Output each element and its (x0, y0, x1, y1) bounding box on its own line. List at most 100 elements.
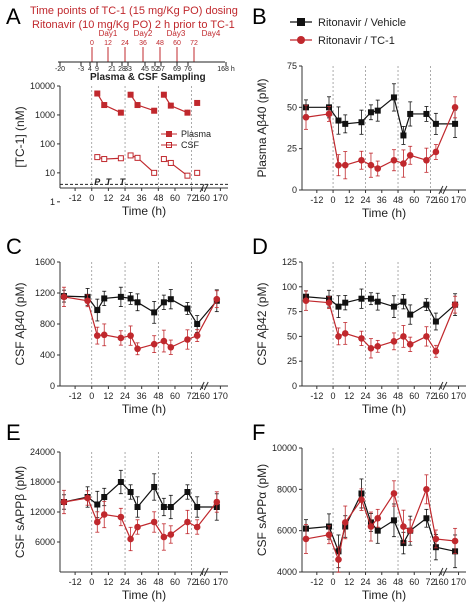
data-point (341, 330, 349, 337)
x-tick-label: 48 (153, 391, 163, 401)
series-line (130, 154, 155, 174)
y-tick-label: 6000 (277, 526, 297, 536)
x-tick-label: 48 (393, 195, 403, 205)
y-axis-label: CSF sAPPβ (pM) (13, 466, 27, 558)
y-tick-label: 0 (292, 381, 297, 391)
dose-time-label: 12 (104, 40, 112, 47)
series-line (96, 93, 122, 114)
dose-time-label: 72 (190, 40, 198, 47)
legend-label-tc1: Ritonavir / TC-1 (318, 35, 395, 47)
data-point (407, 110, 414, 117)
data-point (367, 345, 375, 352)
data-point (406, 527, 414, 534)
data-point (423, 110, 430, 117)
data-point (213, 295, 221, 303)
y-tick-label: 18000 (30, 477, 55, 487)
x-tick-label: 160 (434, 577, 449, 587)
x-tick-label: 170 (213, 391, 228, 401)
y-tick-label: 0 (50, 381, 55, 391)
data-point (335, 117, 342, 124)
legend-label-plasma: Plasma (181, 129, 211, 139)
data-point (101, 156, 108, 163)
data-point (127, 332, 134, 339)
data-point (335, 303, 342, 310)
data-point (302, 113, 310, 121)
data-point (194, 169, 201, 176)
data-point (184, 518, 191, 526)
x-axis-label: Time (h) (362, 402, 406, 416)
data-point (160, 91, 167, 98)
x-tick-label: 72 (187, 577, 197, 587)
dose-time-label: 48 (156, 40, 164, 47)
y-tick-label: 400 (40, 350, 55, 360)
x-tick-label: 160 (195, 193, 210, 203)
x-tick-label: 36 (137, 391, 147, 401)
data-point (160, 299, 167, 306)
x-tick-label: 24 (361, 577, 371, 587)
dosing-line-1: Time points of TC-1 (15 mg/Kg PO) dosing (30, 5, 238, 17)
axis-break (203, 567, 209, 577)
data-point (213, 498, 221, 506)
data-point (101, 494, 108, 500)
x-tick-label: 160 (434, 391, 449, 401)
data-point (423, 486, 430, 493)
x-tick-label: 12 (344, 195, 354, 205)
data-point (100, 511, 108, 518)
axis-break (199, 381, 205, 391)
x-tick-label: 12 (344, 391, 354, 401)
data-point (167, 296, 174, 303)
data-point (167, 102, 174, 109)
x-tick-label: 160 (195, 577, 210, 587)
axis-break (199, 183, 205, 193)
panel-label-b: B (252, 4, 267, 29)
data-point (151, 169, 158, 176)
data-point (184, 109, 191, 116)
data-point (151, 107, 158, 114)
data-point (451, 301, 459, 308)
data-point (127, 535, 134, 543)
data-point (93, 332, 101, 339)
data-point (406, 341, 414, 348)
data-point (94, 501, 101, 508)
y-tick-label: 1200 (35, 288, 55, 298)
data-point (150, 518, 158, 526)
day-label: Day2 (134, 29, 153, 38)
x-tick-label: 60 (409, 577, 419, 587)
series-line (130, 94, 155, 112)
series-vehicle (303, 288, 459, 331)
x-axis-label: Time (h) (122, 588, 166, 602)
data-point (127, 91, 134, 98)
day-label: Day3 (167, 29, 186, 38)
series-vehicle (303, 478, 459, 569)
day-label: Day4 (202, 29, 221, 38)
data-point (184, 172, 191, 179)
data-point (423, 156, 430, 164)
data-point (342, 299, 349, 306)
x-tick-label: 170 (451, 577, 466, 587)
series-tc1 (60, 489, 221, 552)
panel-label-f: F (252, 420, 265, 445)
y-tick-label: 4000 (277, 567, 297, 577)
sampling-time-label: 168 h (217, 66, 235, 73)
dose-time-label: 0 (90, 40, 94, 47)
data-point (302, 535, 310, 543)
legend-marker-vehicle (297, 18, 305, 26)
x-axis-label: Time (h) (122, 204, 166, 218)
data-point (400, 333, 407, 340)
data-point (167, 159, 174, 166)
x-tick-label: 24 (120, 391, 130, 401)
axis-break (438, 381, 444, 391)
data-point (432, 347, 440, 355)
x-tick-label: -12 (310, 577, 323, 587)
data-point (84, 494, 91, 502)
x-tick-label: -12 (310, 195, 323, 205)
data-point (374, 527, 381, 534)
data-point (367, 109, 374, 116)
data-point (335, 333, 342, 340)
data-point (390, 490, 398, 497)
